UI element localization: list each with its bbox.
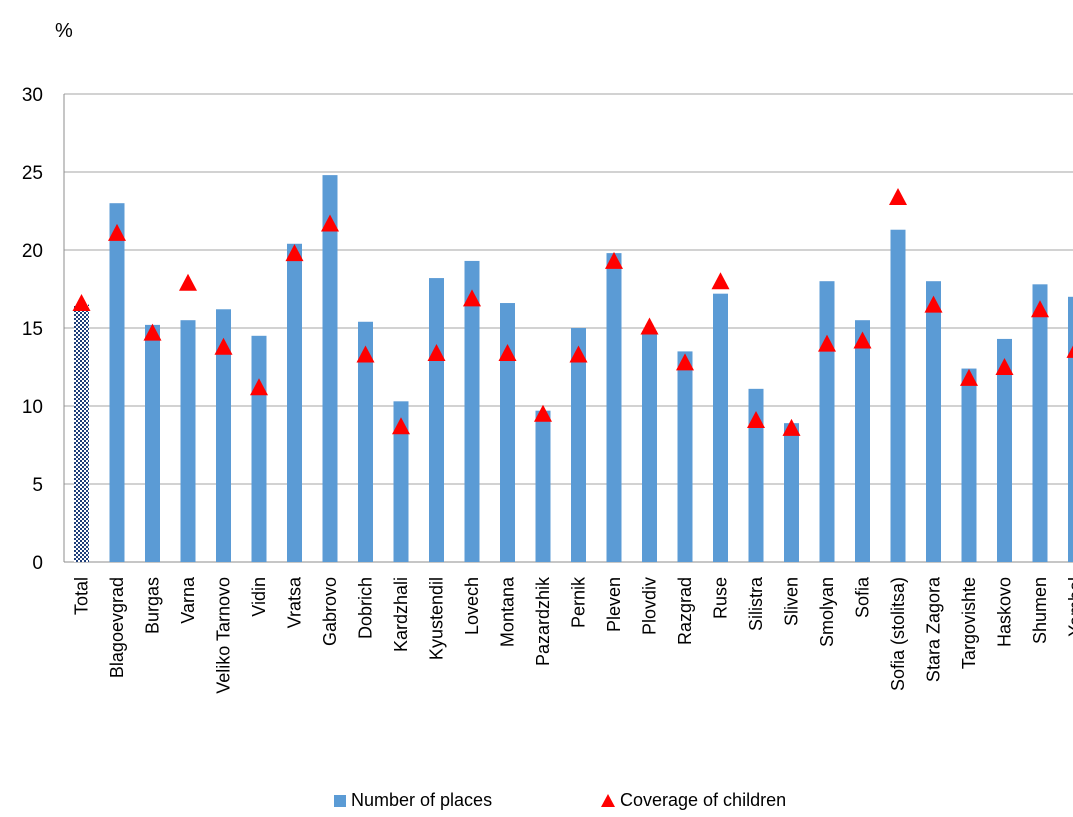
bar	[820, 281, 835, 562]
y-tick-label: 0	[32, 553, 43, 574]
x-tick-label: Pleven	[604, 577, 624, 632]
x-tick-label: Veliko Tarnovo	[214, 577, 234, 694]
y-tick-label: 5	[32, 475, 43, 496]
x-tick-label: Varna	[178, 576, 198, 624]
bar	[678, 351, 693, 562]
x-tick-label: Plovdiv	[640, 577, 660, 635]
y-tick-label: 10	[22, 397, 43, 418]
x-tick-label: Shumen	[1030, 577, 1050, 644]
bar	[252, 336, 267, 562]
coverage-marker	[641, 317, 659, 334]
coverage-marker	[73, 294, 91, 311]
coverage-marker	[889, 188, 907, 205]
coverage-marker	[179, 274, 197, 291]
x-tick-label: Kyustendil	[427, 577, 447, 660]
x-tick-label: Vidin	[249, 577, 269, 617]
y-tick-label: 20	[22, 241, 43, 262]
bars	[74, 175, 1073, 562]
bar	[323, 175, 338, 562]
bar	[145, 325, 160, 562]
x-tick-label: Targovishte	[959, 577, 979, 669]
bar	[926, 281, 941, 562]
bar	[855, 320, 870, 562]
y-axis-unit-label: %	[55, 20, 73, 42]
bar	[607, 253, 622, 562]
bar	[181, 320, 196, 562]
x-tick-label: Blagoevgrad	[107, 577, 127, 678]
coverage-marker	[712, 272, 730, 289]
x-tick-label: Silistra	[746, 576, 766, 631]
gridlines	[64, 94, 1073, 562]
y-tick-label: 30	[22, 85, 43, 106]
bar	[962, 369, 977, 562]
legend-swatch-number-of-places	[334, 795, 346, 807]
x-tick-label: Ruse	[711, 577, 731, 619]
bar	[429, 278, 444, 562]
legend-label-number-of-places: Number of places	[351, 790, 492, 810]
bar	[110, 203, 125, 562]
bar	[642, 331, 657, 562]
bar	[287, 244, 302, 562]
bar	[713, 294, 728, 562]
x-tick-label: Montana	[498, 576, 518, 647]
x-tick-label: Sofia (stolitsa)	[888, 577, 908, 691]
x-tick-label: Stara Zagora	[924, 576, 944, 682]
y-tick-label: 25	[22, 163, 43, 184]
bar	[891, 230, 906, 562]
y-tick-label: 15	[22, 319, 43, 340]
x-tick-label: Pazardzhik	[533, 576, 553, 666]
bar	[500, 303, 515, 562]
x-tick-label: Sliven	[782, 577, 802, 626]
x-tick-label: Lovech	[462, 577, 482, 635]
x-tick-label: Dobrich	[356, 577, 376, 639]
bar	[74, 305, 89, 562]
x-tick-label: Total	[72, 577, 92, 615]
legend: Number of places Coverage of children	[334, 790, 786, 810]
legend-label-coverage-of-children: Coverage of children	[620, 790, 786, 810]
bar	[784, 423, 799, 562]
bar	[571, 328, 586, 562]
y-axis-ticks: 0 5 10 15 20 25 30	[22, 85, 43, 574]
x-tick-label: Pernik	[569, 576, 589, 628]
x-tick-label: Gabrovo	[320, 577, 340, 646]
x-axis-ticks: Total Blagoevgrad Burgas Varna Veliko Tarnov…	[72, 576, 1073, 694]
bar	[1033, 284, 1048, 562]
x-tick-label: Kardzhali	[391, 577, 411, 652]
x-tick-label: Burgas	[143, 577, 163, 634]
x-tick-label: Smolyan	[817, 577, 837, 647]
bar	[1068, 297, 1073, 562]
x-tick-label: Sofia	[853, 576, 873, 618]
x-tick-label: Vratsa	[285, 576, 305, 628]
x-tick-label: Yambol	[1066, 577, 1073, 637]
legend-swatch-coverage-of-children	[601, 794, 615, 807]
x-tick-label: Razgrad	[675, 577, 695, 645]
bar	[536, 411, 551, 562]
x-tick-label: Haskovo	[995, 577, 1015, 647]
